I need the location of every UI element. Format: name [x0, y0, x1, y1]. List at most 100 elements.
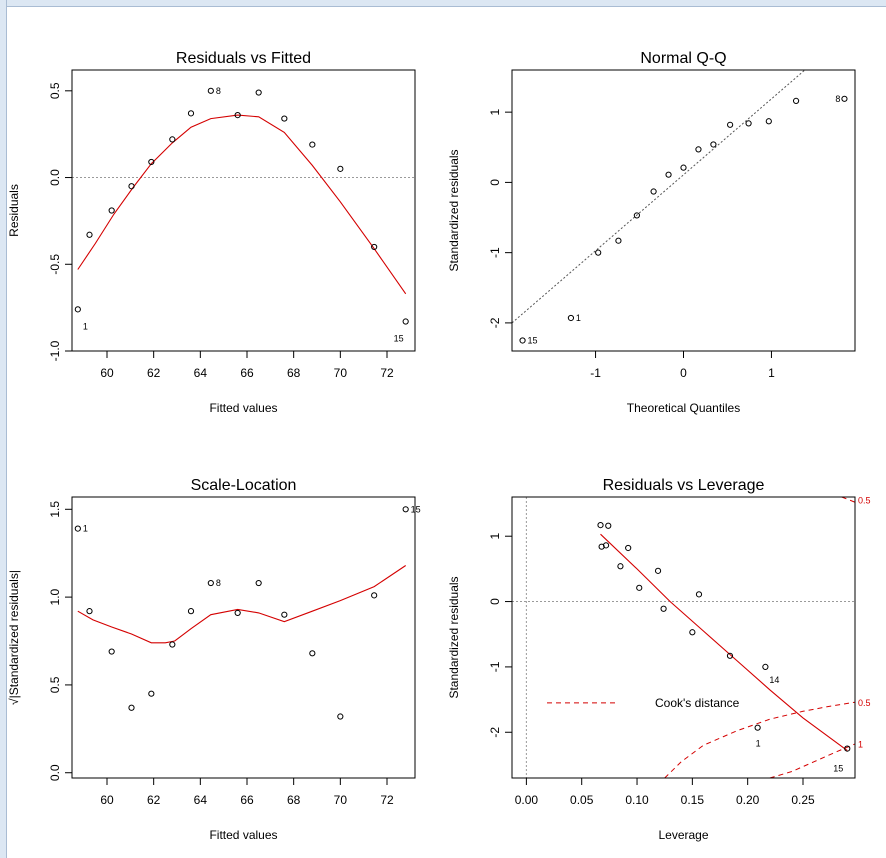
y-tick-label: 0.0 — [48, 169, 62, 186]
x-tick-label: 62 — [147, 366, 161, 380]
data-point — [636, 584, 643, 591]
x-tick-label: 60 — [100, 366, 114, 380]
plot-panel-2: Normal Q-Q Theoretical Quantiles Standardi… — [447, 50, 856, 415]
y-tick-label: 0.0 — [48, 764, 62, 781]
x-tick-label: 68 — [287, 793, 301, 807]
x-tick-label: 64 — [194, 793, 208, 807]
smooth-line — [77, 114, 407, 295]
plot-panel-3: Scale-Location Fitted values √|Standardize… — [7, 477, 421, 842]
y-axis-label: √|Standardized residuals| — [7, 570, 21, 705]
y-tick-label: -1.0 — [48, 340, 62, 361]
x-tick-label: 0.00 — [515, 793, 539, 807]
plot-frame — [71, 496, 416, 779]
data-point — [108, 648, 115, 655]
data-point — [86, 231, 93, 238]
x-tick-label: 1 — [768, 366, 775, 380]
point-label: 15 — [411, 504, 421, 514]
data-point — [281, 611, 288, 618]
data-point — [660, 605, 667, 612]
data-point — [727, 121, 734, 128]
data-point — [337, 713, 344, 720]
data-point — [726, 652, 734, 659]
y-tick-label: 0 — [488, 179, 502, 186]
x-tick-label: 66 — [240, 366, 254, 380]
point-label: 8 — [216, 86, 221, 96]
data-point — [207, 579, 214, 587]
point-label: 15 — [833, 764, 843, 774]
data-point — [765, 118, 772, 125]
x-tick-label: 72 — [380, 793, 394, 807]
plot-title: Scale-Location — [191, 477, 297, 494]
data-point — [650, 188, 657, 195]
point-label: 8 — [835, 94, 840, 104]
data-point — [309, 650, 316, 657]
y-axis-label: Residuals — [7, 184, 21, 237]
x-tick-label: -1 — [590, 366, 601, 380]
data-point — [689, 629, 696, 636]
plot-area — [72, 114, 415, 295]
x-tick-label: 0 — [680, 366, 687, 380]
x-tick-label: 0.05 — [570, 793, 594, 807]
data-point — [602, 542, 610, 549]
cooks-distance-curve — [841, 497, 855, 503]
data-point — [255, 579, 262, 587]
point-label: 14 — [769, 675, 779, 685]
smooth-line — [600, 533, 848, 752]
x-tick-label: 70 — [334, 366, 348, 380]
x-tick-label: 0.25 — [791, 793, 815, 807]
window-frame-left — [0, 0, 7, 858]
data-point — [402, 318, 409, 325]
x-tick-label: 60 — [100, 793, 114, 807]
data-point — [187, 110, 195, 117]
data-point — [680, 164, 687, 171]
cooks-contour-label: 1 — [858, 740, 863, 750]
cooks-legend-text: Cook's distance — [655, 696, 740, 710]
point-label: 1 — [756, 739, 761, 749]
point-label: 1 — [83, 524, 88, 534]
y-tick-label: -2 — [488, 317, 502, 328]
y-tick-label: 1.5 — [48, 501, 62, 518]
data-point — [371, 592, 378, 599]
y-tick-label: 0.5 — [48, 676, 62, 693]
y-tick-label: 0 — [488, 598, 502, 605]
cooks-contour-label: 0.5 — [858, 495, 871, 505]
data-point — [625, 544, 632, 552]
data-point — [128, 183, 135, 190]
data-point — [605, 522, 612, 529]
x-axis-label: Fitted values — [209, 401, 277, 415]
data-point — [710, 141, 717, 148]
y-tick-label: -1 — [488, 247, 502, 258]
data-point — [281, 115, 288, 122]
y-tick-label: -2 — [488, 727, 502, 738]
data-point — [148, 690, 155, 697]
point-label: 15 — [394, 334, 404, 344]
data-point — [617, 563, 624, 570]
data-point — [234, 609, 241, 617]
x-tick-label: 0.10 — [625, 793, 649, 807]
plot-frame — [511, 69, 856, 352]
y-tick-label: 0.5 — [48, 82, 62, 99]
data-point — [654, 567, 662, 574]
data-point — [841, 95, 848, 102]
data-point — [187, 608, 195, 615]
y-tick-label: -0.5 — [48, 254, 62, 275]
plot-frame — [71, 69, 416, 352]
x-tick-label: 70 — [334, 793, 348, 807]
data-point — [567, 314, 575, 322]
data-point — [371, 243, 378, 251]
point-label: 15 — [528, 335, 538, 345]
cooks-distance-curve — [769, 743, 855, 778]
data-point — [754, 724, 761, 731]
data-point — [86, 608, 93, 615]
x-tick-label: 0.15 — [681, 793, 705, 807]
data-point — [169, 136, 176, 143]
plot-panel-4: Residuals vs Leverage Leverage Standardize… — [447, 477, 871, 842]
x-tick-label: 66 — [240, 793, 254, 807]
data-point — [169, 641, 176, 648]
data-point — [695, 146, 702, 153]
y-tick-label: -1 — [488, 661, 502, 672]
x-tick-label: 0.20 — [736, 793, 760, 807]
data-point — [234, 111, 241, 119]
data-point — [309, 141, 316, 148]
